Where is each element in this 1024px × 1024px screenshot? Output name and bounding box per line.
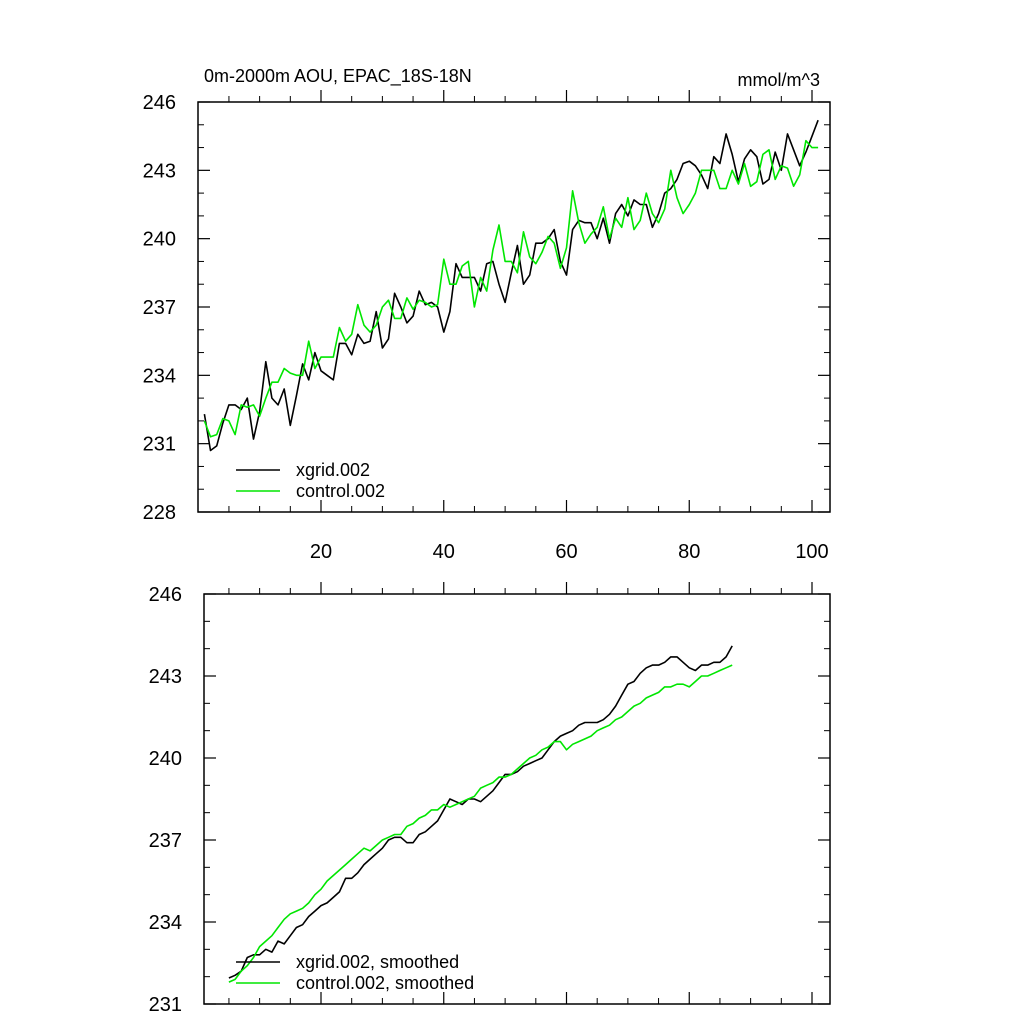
- y-tick-label: 246: [149, 584, 182, 606]
- y-tick-label: 234: [143, 365, 176, 387]
- y-tick-label: 231: [149, 994, 182, 1016]
- legend-label: control.002, smoothed: [296, 973, 474, 993]
- chart-title: 0m-2000m AOU, EPAC_18S-18N: [204, 66, 472, 87]
- series-line-control: [203, 139, 819, 438]
- x-tick-label: 60: [555, 541, 577, 563]
- series-line-control: [228, 664, 733, 983]
- x-tick-label: 80: [678, 541, 700, 563]
- y-tick-label: 228: [143, 502, 176, 524]
- y-tick-label: 240: [143, 229, 176, 251]
- legend-label: control.002: [296, 481, 385, 501]
- y-tick-label: 237: [149, 830, 182, 852]
- x-tick-label: 100: [795, 541, 828, 563]
- y-tick-label: 243: [149, 666, 182, 688]
- plot-frame: [203, 593, 831, 1005]
- y-tick-label: 234: [149, 912, 182, 934]
- chart-panel-raw: 0m-2000m AOU, EPAC_18S-18N mmol/m^3 228 2…: [143, 66, 831, 563]
- y-tick-label: 231: [143, 434, 176, 456]
- chart-units: mmol/m^3: [738, 70, 820, 90]
- y-tick-label: 237: [143, 297, 176, 319]
- legend-label: xgrid.002: [296, 460, 370, 480]
- y-tick-label: 240: [149, 748, 182, 770]
- y-tick-label: 243: [143, 160, 176, 182]
- x-tick-label: 40: [433, 541, 455, 563]
- x-tick-label: 20: [310, 541, 332, 563]
- series-line-xgrid: [203, 119, 819, 452]
- chart-panel-smoothed: 231 234 237 240 243 246 xgrid.002, smoothedco…: [149, 582, 831, 1016]
- legend-label: xgrid.002, smoothed: [296, 952, 459, 972]
- series-line-xgrid: [228, 645, 733, 979]
- y-tick-label: 246: [143, 92, 176, 114]
